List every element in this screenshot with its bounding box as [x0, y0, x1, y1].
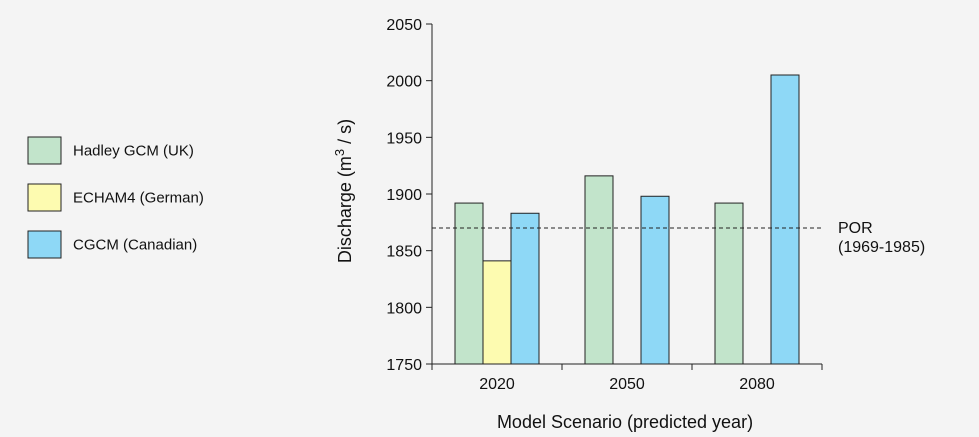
y-axis-title-superscript: 3: [332, 149, 347, 156]
legend-item-2: ECHAM4 (German): [27, 183, 204, 212]
legend-label-3: CGCM (Canadian): [73, 237, 197, 254]
y-axis-title-suffix: / s): [335, 119, 355, 149]
legend-swatch-2: [27, 183, 62, 212]
y-tick-label-1750: 1750: [386, 357, 422, 374]
reference-label-period: (1969-1985): [838, 239, 925, 256]
bar-2020-3: [510, 212, 540, 365]
legend-item-1: Hadley GCM (UK): [27, 136, 194, 165]
y-tick-label-1800: 1800: [386, 300, 422, 317]
legend: Hadley GCM (UK) ECHAM4 (German) CGCM (Cana…: [27, 136, 204, 259]
y-tick-label-1950: 1950: [386, 130, 422, 147]
reference-label-name: POR: [838, 220, 873, 237]
y-axis-title: Discharge (m3 / s): [332, 119, 356, 263]
y-tick-label-1900: 1900: [386, 187, 422, 204]
x-tick-label-2080: 2080: [739, 376, 775, 393]
legend-label-2: ECHAM4 (German): [73, 190, 204, 207]
bar-2080-1: [714, 202, 744, 365]
bar-2020-2: [482, 260, 512, 365]
x-tick-label-2050: 2050: [609, 376, 645, 393]
bar-2050-3: [640, 195, 670, 365]
axes: 1750 1800 1850 1900 1950 2000 2050 2020 2050 2080: [386, 17, 823, 393]
y-axis-title-prefix: Discharge (m: [335, 156, 355, 263]
reference-line-group: POR (1969-1985): [432, 220, 925, 256]
x-tick-label-2020: 2020: [479, 376, 515, 393]
bars: [454, 74, 800, 365]
legend-label-1: Hadley GCM (UK): [73, 143, 194, 160]
y-tick-label-2050: 2050: [386, 17, 422, 34]
y-tick-label-2000: 2000: [386, 74, 422, 91]
y-tick-label-1850: 1850: [386, 244, 422, 261]
bar-2050-1: [584, 175, 614, 365]
legend-swatch-3: [27, 230, 62, 259]
bar-2020-1: [454, 202, 484, 365]
legend-item-3: CGCM (Canadian): [27, 230, 197, 259]
x-axis-title: Model Scenario (predicted year): [497, 412, 753, 432]
bar-2080-3: [770, 74, 800, 365]
legend-swatch-1: [27, 136, 62, 165]
